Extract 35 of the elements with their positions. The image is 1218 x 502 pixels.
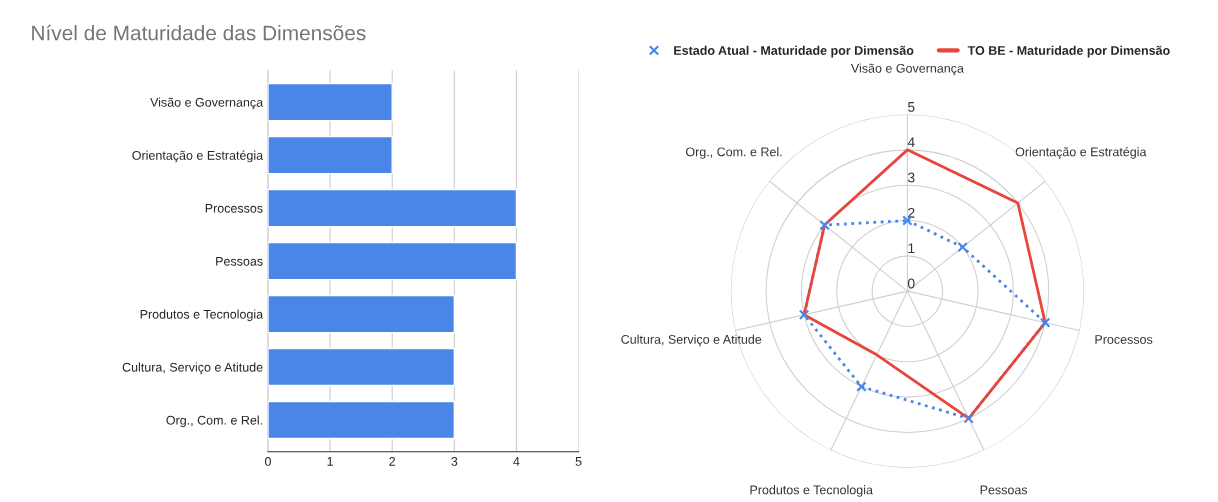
legend-label: TO BE - Maturidade por Dimensão <box>967 45 1170 58</box>
y-tick-label: Org., Com. e Rel. <box>166 415 262 428</box>
bar <box>267 400 456 440</box>
spoke-label: Pessoas <box>980 485 1028 495</box>
bar <box>267 82 393 122</box>
y-tick-label: Cultura, Serviço e Atitude <box>122 362 263 375</box>
y-tick-label: Produtos e Tecnologia <box>140 309 264 322</box>
x-tick-label: 3 <box>451 456 458 466</box>
spoke-label: Org., Com. e Rel. <box>686 147 782 159</box>
spoke-label: Produtos e Tecnologia <box>750 485 873 497</box>
y-tick-label: 2 <box>908 207 915 218</box>
y-tick-label: Pessoas <box>216 256 263 266</box>
x-tick-label: 4 <box>513 457 520 466</box>
y-tick-label: 5 <box>907 102 915 112</box>
y-tick-label: Processos <box>205 203 263 213</box>
chart-title: Nível de Maturidade das Dimensões <box>32 24 366 41</box>
bar <box>267 135 393 175</box>
y-tick-label: Orientação e Estratégia <box>132 150 264 163</box>
legend-label: Estado Atual - Maturidade por Dimensão <box>674 45 914 58</box>
spoke-label: Cultura, Serviço e Atitude <box>621 334 762 347</box>
bar <box>267 347 456 387</box>
x-tick-label: 0 <box>264 456 271 466</box>
spoke-label: Orientação e Estratégia <box>1015 146 1147 159</box>
x-tick-label: 5 <box>575 457 582 466</box>
bar <box>267 188 518 228</box>
y-tick-label: 4 <box>907 137 915 147</box>
y-tick-label: Visão e Governança <box>150 97 264 110</box>
bar <box>267 294 456 334</box>
y-tick-label: 1 <box>908 243 915 253</box>
y-tick-label: 3 <box>907 172 915 183</box>
y-tick-label: 0 <box>907 278 915 289</box>
x-tick-label: 2 <box>389 456 396 466</box>
x-tick-label: 1 <box>327 457 333 466</box>
spoke-label: Processos <box>1095 335 1153 344</box>
bar <box>267 241 518 281</box>
